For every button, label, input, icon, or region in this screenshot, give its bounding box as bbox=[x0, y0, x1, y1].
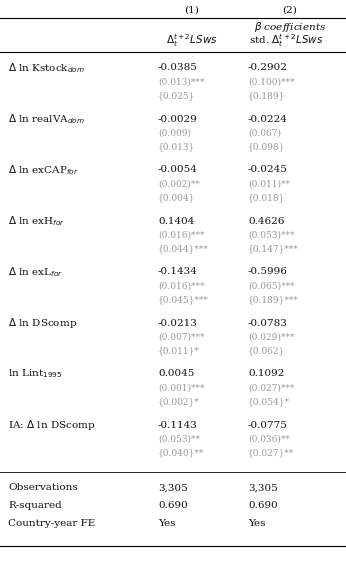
Text: Yes: Yes bbox=[158, 520, 175, 529]
Text: -0.5996: -0.5996 bbox=[248, 267, 288, 276]
Text: 0.690: 0.690 bbox=[158, 501, 188, 510]
Text: $\beta$ coefficients: $\beta$ coefficients bbox=[254, 20, 326, 34]
Text: 3,305: 3,305 bbox=[248, 484, 278, 493]
Text: {0.147}***: {0.147}*** bbox=[248, 244, 299, 254]
Text: $\Delta$ ln realVA$_{dom}$: $\Delta$ ln realVA$_{dom}$ bbox=[8, 112, 85, 126]
Text: Country-year FE: Country-year FE bbox=[8, 520, 95, 529]
Text: {0.054}*: {0.054}* bbox=[248, 397, 290, 407]
Text: Yes: Yes bbox=[248, 520, 265, 529]
Text: -0.0054: -0.0054 bbox=[158, 166, 198, 175]
Text: $\Delta$ ln exCAP$_{for}$: $\Delta$ ln exCAP$_{for}$ bbox=[8, 163, 79, 177]
Text: $\Delta$ ln DScomp: $\Delta$ ln DScomp bbox=[8, 316, 77, 330]
Text: (0.007)***: (0.007)*** bbox=[158, 332, 204, 341]
Text: {0.018}: {0.018} bbox=[248, 194, 285, 203]
Text: -0.0775: -0.0775 bbox=[248, 420, 288, 429]
Text: (0.027)***: (0.027)*** bbox=[248, 384, 294, 392]
Text: {0.040}**: {0.040}** bbox=[158, 448, 204, 457]
Text: IA: $\Delta$ ln DScomp: IA: $\Delta$ ln DScomp bbox=[8, 418, 95, 432]
Text: {0.027}**: {0.027}** bbox=[248, 448, 294, 457]
Text: R-squared: R-squared bbox=[8, 501, 62, 510]
Text: {0.098}: {0.098} bbox=[248, 143, 285, 151]
Text: {0.004}: {0.004} bbox=[158, 194, 195, 203]
Text: Observations: Observations bbox=[8, 484, 78, 493]
Text: $\Delta_t^{t+2}LSws$: $\Delta_t^{t+2}LSws$ bbox=[166, 33, 218, 50]
Text: -0.0783: -0.0783 bbox=[248, 319, 288, 328]
Text: (0.036)**: (0.036)** bbox=[248, 435, 290, 444]
Text: (0.053)***: (0.053)*** bbox=[248, 231, 294, 239]
Text: {0.045}***: {0.045}*** bbox=[158, 296, 209, 304]
Text: 0.1092: 0.1092 bbox=[248, 369, 284, 379]
Text: (1): (1) bbox=[184, 6, 199, 14]
Text: (0.009): (0.009) bbox=[158, 128, 191, 138]
Text: (0.016)***: (0.016)*** bbox=[158, 231, 204, 239]
Text: $\Delta$ ln Kstock$_{dom}$: $\Delta$ ln Kstock$_{dom}$ bbox=[8, 61, 85, 75]
Text: {0.189}: {0.189} bbox=[248, 91, 285, 100]
Text: {0.011}*: {0.011}* bbox=[158, 347, 200, 356]
Text: {0.013}: {0.013} bbox=[158, 143, 195, 151]
Text: ln Lint$_{1995}$: ln Lint$_{1995}$ bbox=[8, 368, 62, 380]
Text: (0.053)**: (0.053)** bbox=[158, 435, 200, 444]
Text: -0.0385: -0.0385 bbox=[158, 63, 198, 73]
Text: (0.067): (0.067) bbox=[248, 128, 281, 138]
Text: {0.025}: {0.025} bbox=[158, 91, 195, 100]
Text: {0.062}: {0.062} bbox=[248, 347, 285, 356]
Text: -0.1143: -0.1143 bbox=[158, 420, 198, 429]
Text: $\Delta$ ln exL$_{for}$: $\Delta$ ln exL$_{for}$ bbox=[8, 265, 63, 279]
Text: 0.4626: 0.4626 bbox=[248, 216, 284, 226]
Text: -0.0245: -0.0245 bbox=[248, 166, 288, 175]
Text: -0.1434: -0.1434 bbox=[158, 267, 198, 276]
Text: std. $\Delta_t^{t+2}LSws$: std. $\Delta_t^{t+2}LSws$ bbox=[249, 33, 324, 50]
Text: (0.100)***: (0.100)*** bbox=[248, 78, 294, 86]
Text: -0.0029: -0.0029 bbox=[158, 115, 198, 123]
Text: 0.1404: 0.1404 bbox=[158, 216, 194, 226]
Text: $\Delta$ ln exH$_{for}$: $\Delta$ ln exH$_{for}$ bbox=[8, 214, 65, 228]
Text: (0.065)***: (0.065)*** bbox=[248, 282, 295, 291]
Text: (0.001)***: (0.001)*** bbox=[158, 384, 204, 392]
Text: {0.044}***: {0.044}*** bbox=[158, 244, 209, 254]
Text: (0.016)***: (0.016)*** bbox=[158, 282, 204, 291]
Text: 0.690: 0.690 bbox=[248, 501, 278, 510]
Text: (0.002)**: (0.002)** bbox=[158, 179, 200, 188]
Text: (2): (2) bbox=[283, 6, 298, 14]
Text: 3,305: 3,305 bbox=[158, 484, 188, 493]
Text: -0.2902: -0.2902 bbox=[248, 63, 288, 73]
Text: -0.0224: -0.0224 bbox=[248, 115, 288, 123]
Text: {0.002}*: {0.002}* bbox=[158, 397, 200, 407]
Text: -0.0213: -0.0213 bbox=[158, 319, 198, 328]
Text: (0.011)**: (0.011)** bbox=[248, 179, 290, 188]
Text: (0.013)***: (0.013)*** bbox=[158, 78, 204, 86]
Text: {0.189}***: {0.189}*** bbox=[248, 296, 299, 304]
Text: 0.0045: 0.0045 bbox=[158, 369, 194, 379]
Text: (0.029)***: (0.029)*** bbox=[248, 332, 294, 341]
